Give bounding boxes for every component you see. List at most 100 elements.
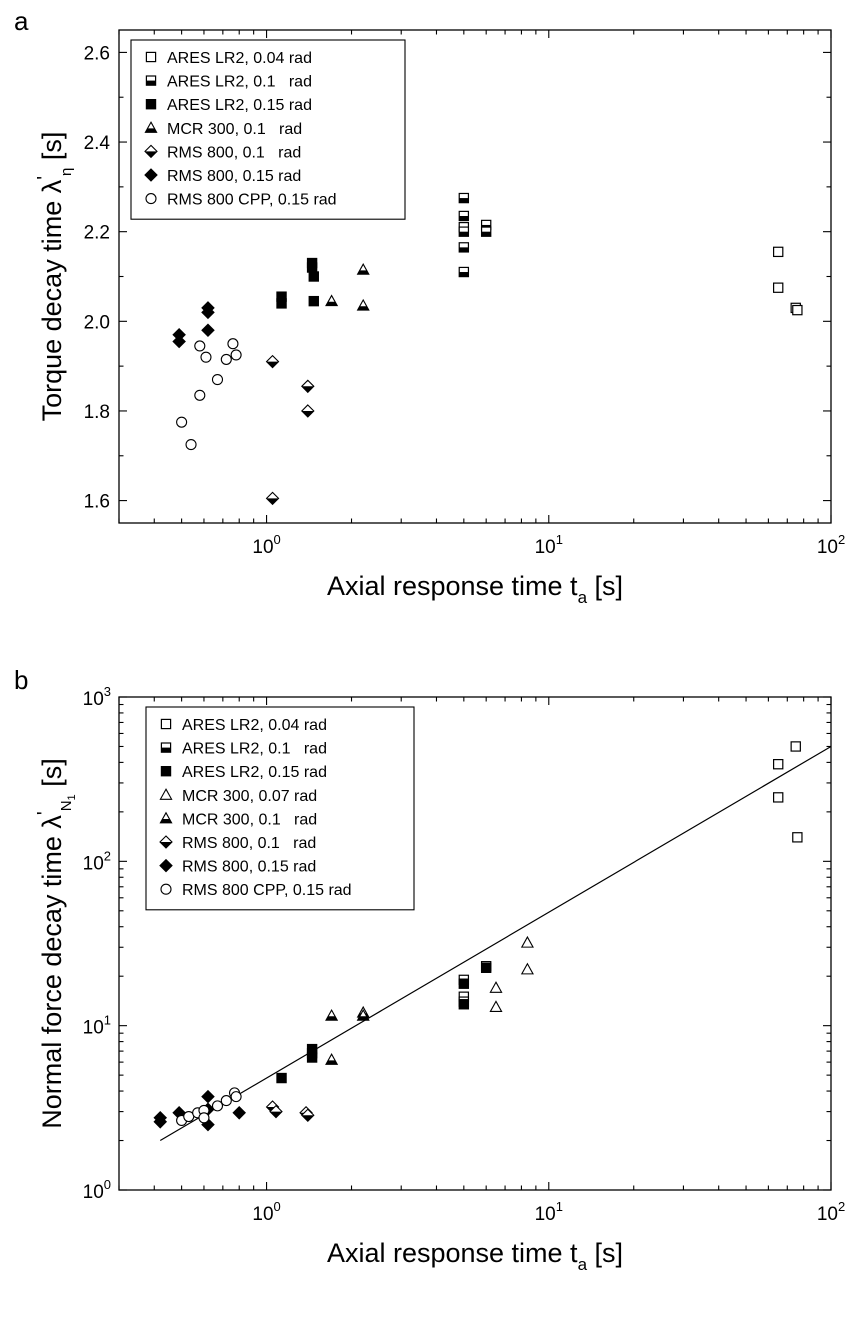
p1-data-point bbox=[153, 1115, 168, 1129]
p1-data-point bbox=[489, 1000, 503, 1012]
p0-data-point bbox=[201, 323, 215, 338]
p0-data-point bbox=[194, 389, 206, 401]
p1-data-point bbox=[301, 1108, 315, 1123]
p1-data-point bbox=[211, 1100, 224, 1112]
p0-data-point bbox=[458, 266, 470, 278]
p1-data-point bbox=[325, 1008, 339, 1021]
p1-legend-marker bbox=[159, 788, 173, 800]
p1-data-point bbox=[792, 832, 803, 843]
p1-data-point bbox=[520, 935, 534, 948]
p1-y-tick-label: 101 bbox=[83, 1013, 111, 1039]
p0-data-point bbox=[308, 271, 319, 282]
p0-data-point bbox=[200, 351, 212, 363]
p1-plot-frame bbox=[118, 696, 832, 1191]
p1-data-point bbox=[520, 962, 534, 975]
p0-data-point bbox=[356, 263, 370, 275]
p0-legend-entry: RMS 800, 0.1 rad bbox=[167, 144, 301, 161]
p0-legend-entry: ARES LR2, 0.04 rad bbox=[167, 50, 312, 67]
p0-legend-entry: RMS 800, 0.15 rad bbox=[167, 168, 301, 185]
p0-x-tick-label: 100 bbox=[252, 532, 280, 558]
p1-data-point bbox=[306, 1052, 318, 1063]
panel-a-plot: 100 101 102 1.6 1.8 2.0 2.2 2.4 2.6 Axial respons… bbox=[34, 29, 845, 607]
p0-data-point bbox=[265, 354, 280, 369]
p1-legend-entry: RMS 800 CPP, 0.15 rad bbox=[182, 882, 352, 899]
p1-data-point bbox=[773, 792, 784, 803]
p0-data-point bbox=[220, 353, 232, 365]
p0-x-tick-label: 102 bbox=[817, 532, 845, 558]
p1-data-point bbox=[269, 1104, 283, 1119]
p0-y-tick-label: 2.0 bbox=[84, 312, 110, 333]
p0-data-point bbox=[306, 262, 318, 273]
p1-data-point bbox=[230, 1091, 242, 1103]
p0-data-point bbox=[201, 305, 215, 320]
p1-data-point bbox=[480, 962, 492, 973]
p1-legend-entry: MCR 300, 0.1 rad bbox=[182, 811, 317, 828]
p0-data-point bbox=[185, 439, 197, 451]
p0-data-point bbox=[458, 210, 470, 222]
p0-data-point bbox=[227, 338, 239, 350]
p0-data-point bbox=[458, 226, 470, 237]
p0-legend-box bbox=[130, 39, 406, 220]
p1-x-tick-label: 101 bbox=[535, 1199, 563, 1225]
p1-x-axis-label: Axial response time ta [s] bbox=[327, 1238, 623, 1274]
p0-data-point bbox=[176, 416, 188, 428]
p1-y-axis-label: Normal force decay time λ'N1 [s] bbox=[34, 758, 78, 1128]
p0-data-point bbox=[301, 404, 315, 418]
p1-legend-entry: ARES LR2, 0.1 rad bbox=[182, 741, 327, 758]
p1-data-point bbox=[773, 759, 784, 770]
p1-data-point bbox=[489, 981, 503, 993]
p1-y-tick-label: 100 bbox=[83, 1177, 111, 1203]
p1-legend-entry: ARES LR2, 0.15 rad bbox=[182, 764, 327, 781]
p0-data-point bbox=[276, 298, 287, 309]
p0-data-point bbox=[230, 349, 242, 361]
p1-y-tick-label: 103 bbox=[83, 684, 111, 710]
p1-legend-entry: ARES LR2, 0.04 rad bbox=[182, 717, 327, 734]
p1-x-tick-label: 100 bbox=[252, 1199, 280, 1225]
p0-legend-entry: RMS 800 CPP, 0.15 rad bbox=[167, 192, 337, 209]
p0-data-point bbox=[458, 242, 470, 253]
p1-data-point bbox=[232, 1106, 246, 1120]
p1-legend-marker bbox=[159, 858, 173, 873]
p0-x-axis-label: Axial response time ta [s] bbox=[327, 571, 623, 607]
p1-data-point bbox=[198, 1112, 210, 1124]
p0-legend-entry: MCR 300, 0.1 rad bbox=[167, 121, 302, 138]
panel-b-plot: 100 101 102 100 101 102 103 Axial response time… bbox=[34, 684, 845, 1274]
p1-legend-entry: RMS 800, 0.15 rad bbox=[182, 859, 316, 876]
p0-legend-entry: ARES LR2, 0.1 rad bbox=[167, 74, 312, 91]
p0-data-point bbox=[308, 295, 319, 307]
p0-data-point bbox=[265, 491, 280, 506]
p1-legend-marker bbox=[159, 811, 173, 824]
p0-y-tick-label: 1.6 bbox=[84, 492, 110, 513]
p1-fit-line bbox=[159, 745, 832, 1142]
p0-y-axis-label: Torque decay time λ'η [s] bbox=[34, 132, 75, 422]
p0-data-point bbox=[773, 246, 784, 258]
p0-legend-marker bbox=[144, 144, 158, 159]
p1-data-point bbox=[790, 741, 801, 752]
p1-legend-entry: RMS 800, 0.1 rad bbox=[182, 835, 316, 852]
p1-data-point bbox=[356, 1008, 370, 1021]
p1-legend-box bbox=[145, 706, 415, 911]
p1-data-point bbox=[458, 999, 470, 1010]
p0-legend-entry: ARES LR2, 0.15 rad bbox=[167, 97, 312, 114]
panel-letter-b: b bbox=[14, 665, 28, 695]
p0-data-point bbox=[325, 294, 339, 307]
p1-data-point bbox=[276, 1072, 287, 1084]
p0-data-point bbox=[194, 340, 206, 352]
p1-data-point bbox=[220, 1095, 232, 1107]
p0-data-point bbox=[773, 282, 784, 293]
p1-data-point bbox=[201, 1089, 215, 1104]
p1-data-point bbox=[458, 978, 470, 989]
p1-data-point bbox=[325, 1053, 339, 1065]
p0-data-point bbox=[356, 298, 370, 311]
p1-legend-marker bbox=[160, 883, 172, 895]
panel-letter-a: a bbox=[14, 6, 29, 36]
p1-legend-marker bbox=[160, 718, 172, 730]
p0-data-point bbox=[480, 226, 492, 237]
p0-legend-marker bbox=[144, 121, 158, 133]
p1-legend-marker bbox=[159, 835, 173, 849]
p1-x-tick-label: 102 bbox=[817, 1199, 845, 1225]
p0-legend-marker bbox=[145, 98, 157, 110]
p0-data-point bbox=[301, 379, 315, 394]
p0-y-tick-label: 2.6 bbox=[84, 43, 110, 64]
